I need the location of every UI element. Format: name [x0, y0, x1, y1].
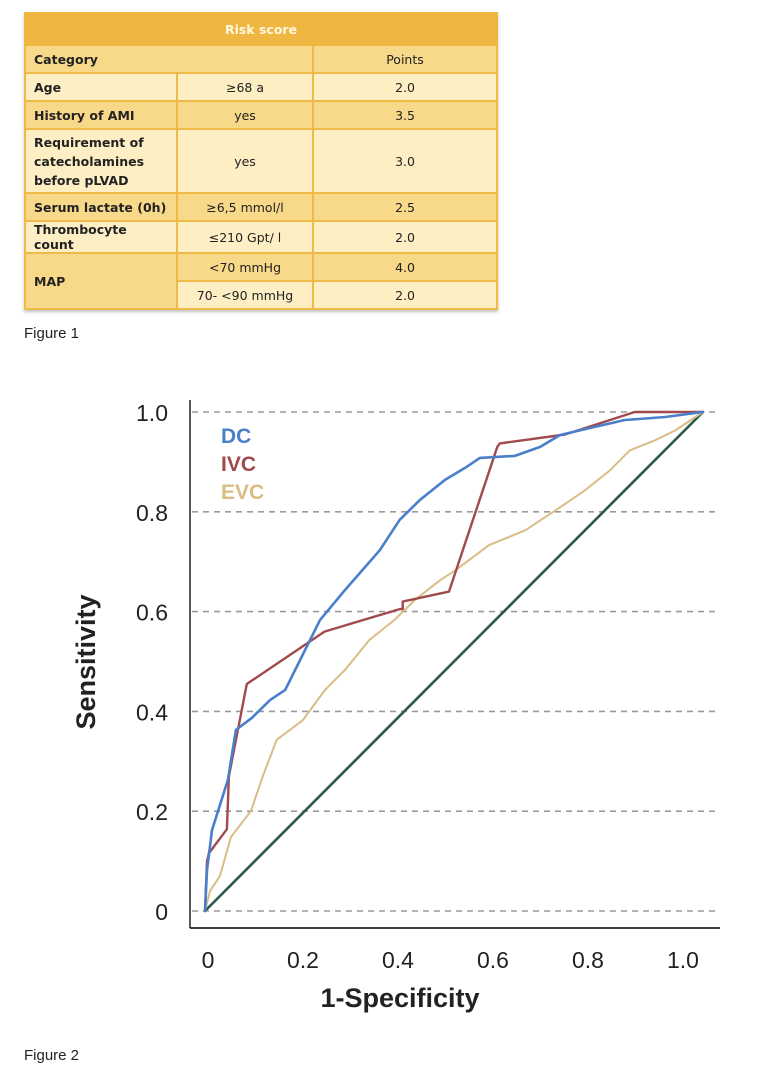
row-criterion: 70- <90 mmHg — [176, 280, 314, 310]
y-tick-label: 1.0 — [136, 400, 168, 426]
legend-item-dc: DC — [221, 425, 251, 448]
legend: DC IVC EVC — [221, 425, 264, 504]
row-criterion: ≥68 a — [176, 72, 314, 102]
row-category-line: catecholamines — [34, 153, 145, 169]
row-criterion: yes — [176, 100, 314, 130]
figure-2-caption: Figure 2 — [24, 1047, 80, 1064]
table-title: Risk score — [23, 12, 499, 46]
row-points: 3.5 — [311, 100, 499, 130]
roc-chart: 0 0.2 0.4 0.6 0.8 1.0 0 0.2 0.4 0.6 0.8 1.0 DC IVC E… — [71, 400, 720, 1013]
legend-item-ivc: IVC — [221, 453, 256, 476]
y-tick-labels: 0 0.2 0.4 0.6 0.8 1.0 — [136, 400, 168, 925]
y-axis-label: Sensitivity — [71, 594, 101, 729]
series-line-dc — [203, 410, 705, 913]
x-tick-labels: 0 0.2 0.4 0.6 0.8 1.0 — [202, 947, 699, 973]
series-lines — [203, 410, 705, 913]
table-row: Age ≥68 a 2.0 — [24, 72, 499, 102]
x-axis-label: 1-Specificity — [320, 983, 479, 1013]
row-category: Requirement of catecholamines before pLV… — [24, 128, 178, 194]
row-category: History of AMI — [24, 100, 178, 130]
table-row: Serum lactate (0h) ≥6,5 mmol/l 2.5 — [24, 192, 499, 222]
header-category: Category — [24, 44, 314, 74]
x-tick-label: 0 — [202, 947, 215, 973]
table-row: History of AMI yes 3.5 — [24, 100, 499, 130]
row-points: 2.0 — [311, 280, 499, 310]
row-points: 3.0 — [311, 128, 499, 194]
y-tick-label: 0.8 — [136, 500, 168, 526]
x-tick-label: 0.8 — [572, 947, 604, 973]
table-row: Requirement of catecholamines before pLV… — [24, 128, 499, 194]
row-category: Age — [24, 72, 178, 102]
header-points: Points — [311, 44, 499, 74]
row-category-line: Requirement of — [34, 134, 144, 150]
row-points: 2.0 — [311, 220, 499, 254]
table-row: MAP <70 mmHg 4.0 — [24, 252, 499, 310]
y-tick-label: 0.2 — [136, 799, 168, 825]
table-row: 70- <90 mmHg 2.0 — [25, 280, 499, 310]
row-points: 2.0 — [311, 72, 499, 102]
table-row: Thrombocyte count ≤210 Gpt/ l 2.0 — [24, 220, 499, 254]
series-line-reference — [203, 410, 705, 913]
y-tick-label: 0.4 — [136, 699, 168, 725]
row-points: 4.0 — [311, 252, 499, 282]
series-line-evc — [204, 411, 704, 912]
legend-item-evc: EVC — [221, 481, 264, 504]
row-points: 2.5 — [311, 192, 499, 222]
row-category-line: before pLVAD — [34, 172, 129, 188]
row-criterion: yes — [176, 128, 314, 194]
x-tick-label: 0.2 — [287, 947, 319, 973]
y-tick-label: 0 — [155, 899, 168, 925]
x-tick-label: 1.0 — [667, 947, 699, 973]
row-criterion: ≤210 Gpt/ l — [176, 220, 314, 254]
row-criterion: ≥6,5 mmol/l — [176, 192, 314, 222]
y-tick-label: 0.6 — [136, 600, 168, 626]
figure-1-caption: Figure 1 — [24, 325, 80, 342]
x-tick-label: 0.6 — [477, 947, 509, 973]
series-line-ivc — [203, 410, 705, 913]
gridlines — [192, 411, 720, 912]
axes — [189, 400, 720, 929]
row-category: Thrombocyte count — [24, 220, 178, 254]
x-tick-label: 0.4 — [382, 947, 414, 973]
row-category: MAP — [24, 252, 178, 310]
row-criterion: <70 mmHg — [176, 252, 314, 282]
risk-score-table: Risk score Category Points Age ≥68 a 2.0… — [23, 12, 499, 310]
row-category: Serum lactate (0h) — [24, 192, 178, 222]
